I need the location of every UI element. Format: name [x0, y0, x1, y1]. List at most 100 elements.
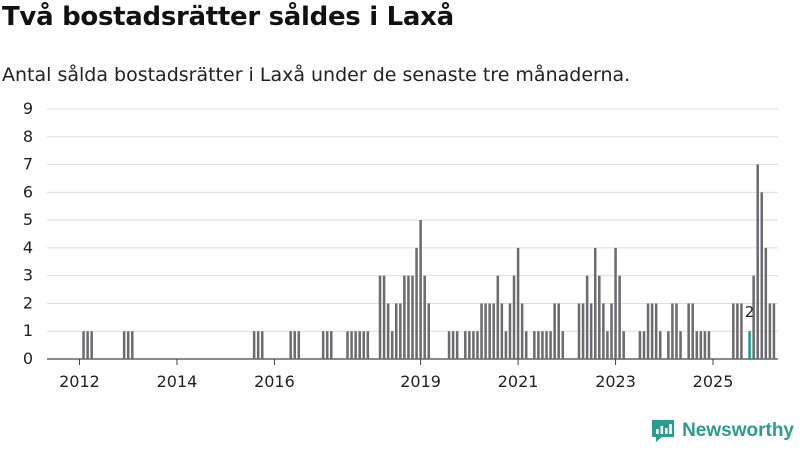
y-tick-label: 6	[23, 182, 33, 201]
chart-subtitle: Antal sålda bostadsrätter i Laxå under d…	[2, 64, 631, 86]
bar	[699, 331, 703, 359]
bar	[512, 275, 516, 359]
bar	[650, 303, 654, 359]
bar	[419, 220, 422, 359]
bar	[732, 303, 735, 359]
bar	[585, 275, 589, 359]
newsworthy-logo: Newsworthy	[650, 418, 794, 444]
bar	[252, 331, 256, 359]
bar	[598, 275, 601, 359]
y-tick-label: 1	[23, 321, 33, 340]
data-label: 2	[745, 303, 755, 321]
bar	[675, 303, 678, 359]
bar	[520, 303, 524, 359]
x-tick-label: 2023	[595, 372, 636, 391]
bar	[451, 331, 455, 359]
bar	[638, 331, 642, 359]
bar	[500, 303, 504, 359]
bar	[358, 331, 361, 359]
y-tick-label: 9	[23, 99, 33, 118]
bar	[496, 275, 500, 359]
bar	[415, 247, 418, 359]
bar	[407, 275, 410, 359]
bar	[760, 192, 764, 359]
bar	[593, 247, 597, 359]
bar	[260, 331, 264, 359]
bar	[658, 331, 662, 359]
newsworthy-icon	[652, 420, 675, 442]
bar	[504, 331, 508, 359]
bar	[618, 275, 621, 359]
bar	[703, 331, 707, 359]
y-tick-label: 3	[23, 266, 33, 285]
bar	[561, 331, 565, 359]
bar	[508, 303, 512, 359]
bar	[533, 331, 536, 359]
bar	[695, 331, 699, 359]
bar	[447, 331, 451, 359]
bar	[256, 331, 260, 359]
bar	[581, 303, 585, 359]
y-tick-label: 5	[23, 210, 33, 229]
bar	[557, 303, 560, 359]
bar	[764, 247, 768, 359]
bar	[667, 331, 670, 359]
bar	[464, 331, 467, 359]
bar	[484, 303, 487, 359]
x-tick-label: 2014	[157, 372, 198, 391]
bar	[480, 303, 483, 359]
bar	[537, 331, 540, 359]
bar	[606, 331, 609, 359]
bar	[589, 303, 593, 359]
bar	[423, 275, 426, 359]
bar	[524, 331, 528, 359]
bar	[707, 331, 711, 359]
bar	[541, 331, 544, 359]
bar	[427, 303, 431, 359]
bar	[289, 331, 292, 359]
bar	[476, 331, 479, 359]
bar	[126, 331, 130, 359]
bar	[346, 331, 349, 359]
bar	[468, 331, 471, 359]
bar	[386, 303, 390, 359]
bar	[756, 164, 759, 359]
x-tick-label: 2019	[400, 372, 441, 391]
bar	[768, 303, 772, 359]
bar	[671, 303, 674, 359]
bar	[602, 303, 605, 359]
bar	[330, 331, 333, 359]
bar	[362, 331, 366, 359]
bar	[293, 331, 296, 359]
bar	[679, 331, 682, 359]
bar	[394, 303, 398, 359]
bar	[411, 275, 414, 359]
bar	[687, 303, 690, 359]
y-tick-label: 2	[23, 293, 33, 312]
bar	[82, 331, 85, 359]
bar	[553, 303, 556, 359]
bar	[545, 331, 548, 359]
bar	[577, 303, 581, 359]
bar	[610, 303, 613, 359]
bar	[90, 331, 93, 359]
bar	[131, 331, 134, 359]
bar	[642, 331, 646, 359]
bar	[646, 303, 650, 359]
bar	[736, 303, 739, 359]
bar	[472, 331, 475, 359]
x-tick-label: 2025	[693, 372, 734, 391]
bar-chart: 0 1 2 3 4 5 6 7 8 9 2 2012 2014 2016 2019 2021 2023 2025	[23, 99, 778, 391]
x-tick-label: 2012	[59, 372, 100, 391]
chart-title: Två bostadsrätter såldes i Laxå	[2, 2, 454, 32]
bar	[399, 303, 402, 359]
bar	[366, 331, 370, 359]
x-tick-label: 2016	[254, 372, 295, 391]
bar	[622, 331, 625, 359]
bar	[488, 303, 491, 359]
bar	[549, 331, 552, 359]
bar	[354, 331, 357, 359]
y-tick-label: 7	[23, 155, 33, 174]
bar	[86, 331, 89, 359]
bar	[654, 303, 658, 359]
